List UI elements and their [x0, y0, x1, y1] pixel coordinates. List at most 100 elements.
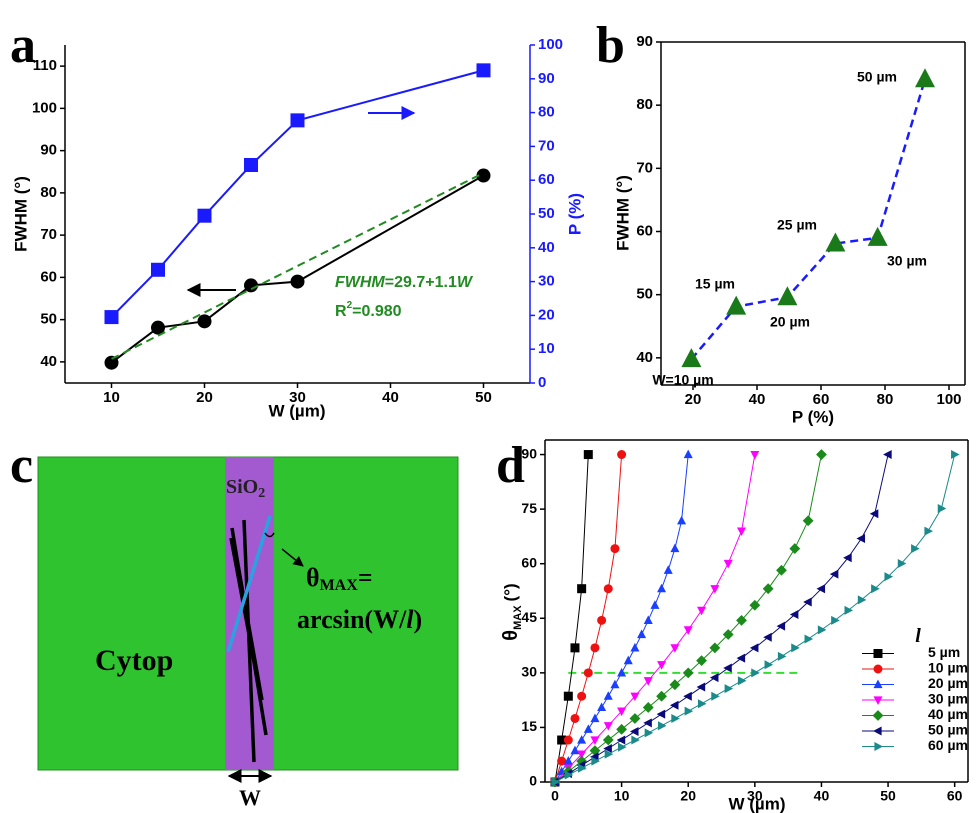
- y-tick-label: 60: [40, 268, 57, 285]
- marker: [684, 706, 694, 716]
- marker: [590, 736, 600, 745]
- marker: [711, 691, 720, 701]
- y-tick-label: 110: [33, 57, 57, 74]
- marker: [669, 700, 679, 710]
- marker: [683, 626, 693, 635]
- x-tick-label: 30: [747, 788, 763, 804]
- legend-label: 30 µm: [928, 691, 968, 707]
- marker: [682, 667, 694, 679]
- legend-label: 5 µm: [928, 644, 960, 660]
- marker: [616, 735, 626, 745]
- marker: [603, 722, 613, 731]
- marker: [603, 584, 613, 594]
- marker: [590, 643, 600, 653]
- marker: [911, 544, 920, 554]
- marker: [671, 713, 680, 723]
- marker: [802, 515, 814, 527]
- marker: [816, 584, 826, 594]
- marker: [816, 449, 827, 460]
- marker: [590, 752, 599, 762]
- marker: [710, 585, 720, 594]
- marker: [570, 643, 580, 653]
- x-tick-label: 100: [936, 391, 961, 408]
- region-label: Cytop: [95, 644, 173, 677]
- r2-part: R: [335, 303, 347, 320]
- marker: [583, 724, 593, 733]
- marker: [643, 615, 653, 624]
- series-line: [554, 454, 822, 783]
- marker: [657, 721, 667, 731]
- marker: [856, 533, 866, 543]
- marker: [696, 682, 706, 692]
- marker: [610, 544, 620, 554]
- y2-tick-label: 20: [538, 306, 555, 323]
- marker: [869, 509, 879, 519]
- y-axis-symbol: θ: [500, 630, 522, 641]
- marker: [151, 320, 165, 335]
- y2-tick-label: 70: [538, 137, 555, 154]
- y-tick-label: 40: [40, 353, 57, 370]
- marker: [590, 713, 600, 723]
- x-tick-label: 50: [475, 389, 492, 406]
- point-label: 30 µm: [887, 253, 927, 269]
- fit-part: W: [457, 274, 474, 291]
- marker: [670, 543, 680, 553]
- x-tick-label: 0: [551, 788, 559, 804]
- marker: [643, 677, 653, 686]
- x-tick-label: 30: [289, 389, 306, 406]
- marker: [897, 558, 907, 568]
- marker: [697, 699, 707, 709]
- marker: [751, 668, 760, 678]
- marker: [749, 643, 759, 653]
- formula-rhs: arcsin(W/l): [297, 605, 422, 634]
- marker: [629, 713, 641, 724]
- x-tick-label: 20: [685, 391, 702, 408]
- legend-marker: [873, 726, 882, 736]
- panel-label: b: [596, 17, 625, 74]
- marker: [791, 643, 800, 653]
- marker: [670, 644, 680, 653]
- marker: [577, 750, 587, 760]
- marker: [723, 559, 733, 569]
- marker: [604, 749, 614, 759]
- marker: [578, 763, 587, 773]
- y2-axis-title: P (%): [565, 193, 584, 235]
- marker: [776, 564, 787, 576]
- pointer: [281, 548, 304, 567]
- marker: [104, 355, 119, 370]
- marker: [789, 609, 799, 619]
- y2-tick-label: 60: [538, 171, 555, 188]
- legend-label: 50 µm: [928, 722, 968, 738]
- marker: [867, 226, 888, 246]
- marker: [643, 718, 652, 728]
- series-line: [690, 78, 927, 360]
- y-tick-label: 100: [32, 99, 57, 116]
- series-line: [110, 174, 484, 364]
- marker: [736, 653, 746, 663]
- x-tick-label: 20: [196, 389, 213, 406]
- marker: [577, 584, 587, 594]
- panel-label: c: [10, 437, 33, 494]
- marker: [290, 113, 305, 128]
- y-tick-label: 60: [521, 554, 537, 570]
- marker: [623, 655, 633, 665]
- legend-label: 40 µm: [928, 706, 968, 722]
- marker: [151, 262, 165, 277]
- legend-marker: [873, 679, 883, 689]
- marker: [476, 63, 491, 78]
- marker: [104, 310, 119, 325]
- x-tick-label: 50: [880, 788, 896, 804]
- y-tick-label: 70: [40, 226, 57, 243]
- strip-label: SiO2: [226, 476, 265, 502]
- y-tick-label: 0: [529, 773, 537, 789]
- marker: [724, 684, 734, 694]
- x-axis-title: P (%): [792, 407, 834, 426]
- marker: [804, 634, 814, 644]
- marker: [630, 642, 640, 652]
- x-tick-label: 40: [382, 389, 399, 406]
- marker: [789, 543, 801, 554]
- y2-tick-label: 90: [538, 70, 555, 87]
- marker: [736, 614, 747, 626]
- y-axis-title: FWHM (°): [613, 175, 632, 251]
